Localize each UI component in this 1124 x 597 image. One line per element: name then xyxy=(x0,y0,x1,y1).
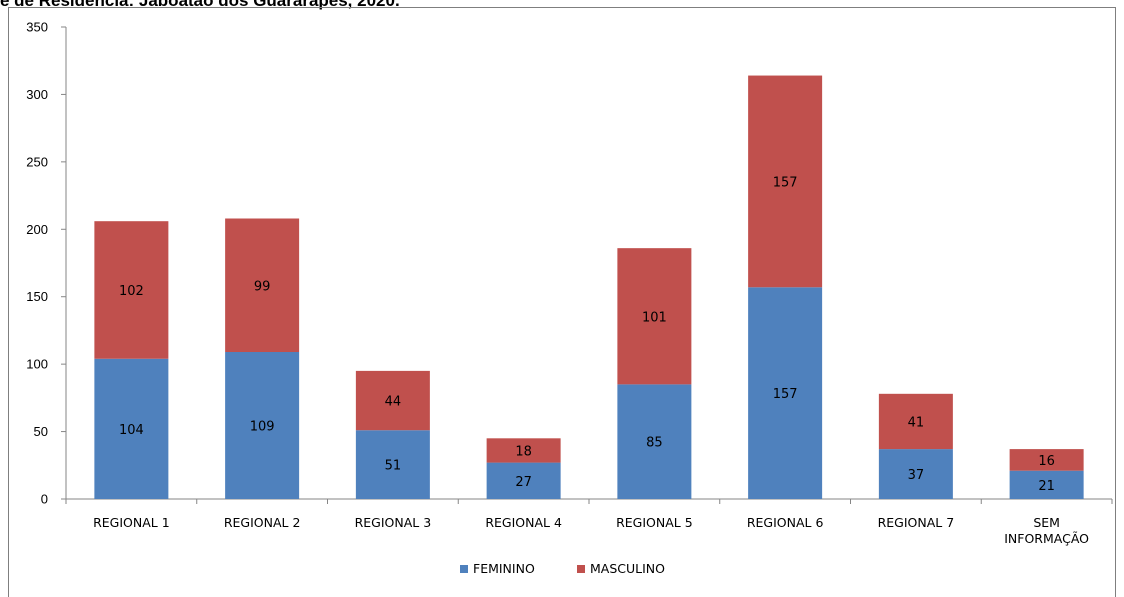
x-category-label: REGIONAL 6 xyxy=(747,515,824,530)
axes: 0 50 100 150 200 250 300 350 REGIONAL 1 REGIONAL … xyxy=(26,20,1113,546)
bar-masculino-2 xyxy=(225,218,300,353)
data-label-masculino-2: 99 xyxy=(254,279,271,294)
x-category-label: REGIONAL 4 xyxy=(485,515,562,530)
x-category-label: REGIONAL 1 xyxy=(93,515,170,530)
data-label-feminino-3: 51 xyxy=(385,459,402,474)
legend-swatch-masculino xyxy=(577,565,585,573)
x-category-label: REGIONAL 7 xyxy=(878,515,955,530)
legend-label-masculino: MASCULINO xyxy=(590,561,665,576)
data-label-masculino-5: 101 xyxy=(642,310,667,325)
bar-feminino-3 xyxy=(355,430,430,499)
x-category-label: SEM xyxy=(1033,515,1060,530)
data-label-feminino-7: 37 xyxy=(908,468,925,483)
data-label-feminino-8: 21 xyxy=(1038,479,1055,494)
y-tick-label: 150 xyxy=(26,289,48,304)
x-category-label: INFORMAÇÃO xyxy=(1004,531,1089,546)
bar-feminino-2 xyxy=(225,352,300,499)
legend: FEMININO MASCULINO xyxy=(460,561,665,576)
y-tick-label: 300 xyxy=(26,87,48,102)
y-tick-label: 50 xyxy=(34,424,48,439)
bar-masculino-5 xyxy=(617,248,692,385)
data-label-masculino-7: 41 xyxy=(908,415,925,430)
chart-title: e de Residência: Jaboatão dos Guararapes… xyxy=(0,0,400,10)
data-labels: 104 102 109 99 51 44 27 18 85 101 157 157 37 41 21 16 xyxy=(119,175,1055,493)
data-label-feminino-2: 109 xyxy=(250,420,275,435)
bar-masculino-3 xyxy=(355,370,430,431)
chart-frame xyxy=(8,7,1116,597)
y-tick-label: 200 xyxy=(26,222,48,237)
bar-feminino-7 xyxy=(878,449,953,499)
data-label-feminino-4: 27 xyxy=(515,475,532,490)
bar-masculino-6 xyxy=(748,75,823,288)
bars xyxy=(94,75,1084,499)
legend-swatch-feminino xyxy=(460,565,468,573)
bar-feminino-4 xyxy=(486,462,561,499)
data-label-masculino-6: 157 xyxy=(773,175,798,190)
bar-feminino-6 xyxy=(748,287,823,499)
x-category-label: REGIONAL 3 xyxy=(355,515,432,530)
bar-masculino-8 xyxy=(1009,449,1084,471)
x-category-label: REGIONAL 5 xyxy=(616,515,693,530)
data-label-masculino-1: 102 xyxy=(119,284,144,299)
y-tick-label: 250 xyxy=(26,154,48,169)
bar-masculino-4 xyxy=(486,438,561,463)
data-label-masculino-8: 16 xyxy=(1038,454,1055,469)
data-label-feminino-6: 157 xyxy=(773,387,798,402)
data-label-feminino-5: 85 xyxy=(646,436,663,451)
y-tick-label: 0 xyxy=(41,492,48,507)
y-tick-label: 350 xyxy=(26,20,48,35)
data-label-masculino-3: 44 xyxy=(385,395,402,410)
y-tick-label: 100 xyxy=(26,357,48,372)
data-label-masculino-4: 18 xyxy=(515,444,532,459)
data-label-feminino-1: 104 xyxy=(119,423,144,438)
bar-masculino-1 xyxy=(94,221,169,359)
legend-label-feminino: FEMININO xyxy=(473,561,535,576)
bar-feminino-1 xyxy=(94,358,169,499)
bar-feminino-8 xyxy=(1009,470,1084,499)
bar-feminino-5 xyxy=(617,384,692,499)
x-category-label: REGIONAL 2 xyxy=(224,515,301,530)
bar-masculino-7 xyxy=(878,393,953,450)
